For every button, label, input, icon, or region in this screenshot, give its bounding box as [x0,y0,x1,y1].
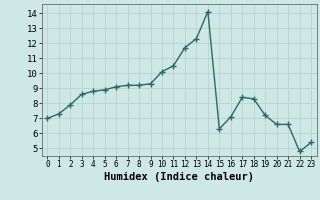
X-axis label: Humidex (Indice chaleur): Humidex (Indice chaleur) [104,172,254,182]
